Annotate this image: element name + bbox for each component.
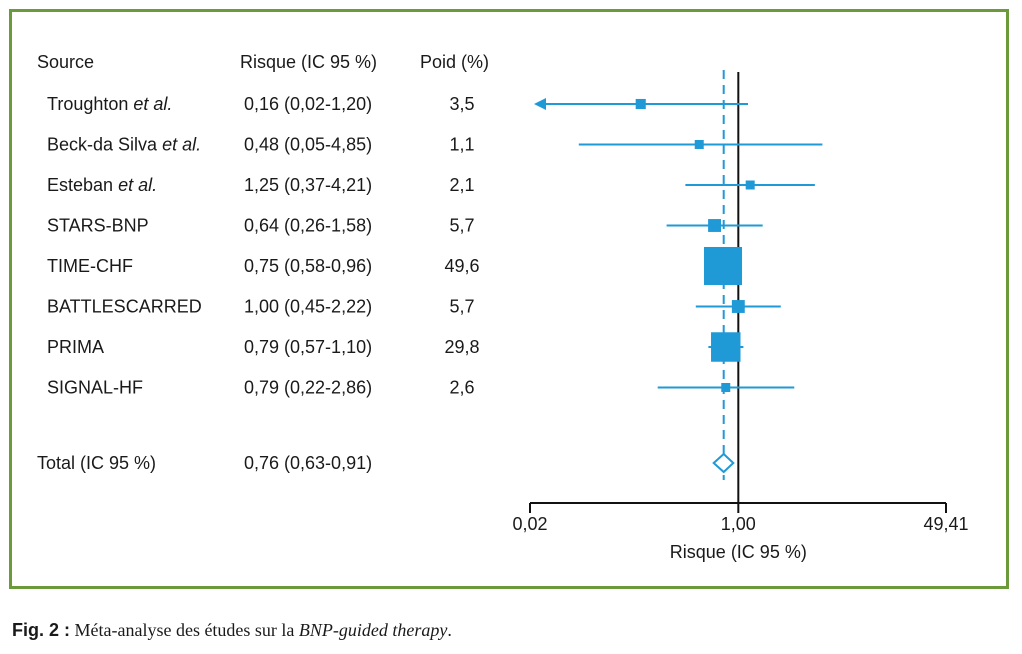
x-tick-label: 49,41 — [923, 514, 968, 534]
pooled-diamond — [712, 452, 735, 474]
total-risk: 0,76 (0,63-0,91) — [244, 453, 372, 473]
study-risk: 0,75 (0,58-0,96) — [244, 256, 372, 276]
study-name-suffix: et al. — [128, 94, 172, 114]
effect-square — [721, 383, 731, 392]
study-name: BATTLESCARRED — [47, 297, 202, 317]
study-risk: 0,16 (0,02-1,20) — [244, 94, 372, 114]
x-axis-label: Risque (IC 95 %) — [670, 542, 807, 562]
study-weight: 29,8 — [444, 337, 479, 357]
study-weight: 49,6 — [444, 256, 479, 276]
study-risk: 0,64 (0,26-1,58) — [244, 216, 372, 236]
study-weight: 3,5 — [449, 94, 474, 114]
figure-frame — [9, 9, 1009, 589]
effect-square — [711, 332, 741, 362]
study-name: STARS-BNP — [47, 216, 149, 236]
study-weight: 5,7 — [449, 216, 474, 236]
header-risk: Risque (IC 95 %) — [240, 52, 377, 72]
caption-label: Fig. 2 : — [12, 620, 70, 640]
caption-italic: BNP-guided therapy — [298, 620, 448, 640]
study-weight: 2,1 — [449, 175, 474, 195]
study-weight: 2,6 — [449, 378, 474, 398]
x-tick-label: 1,00 — [721, 514, 756, 534]
study-name: Esteban et al. — [47, 175, 157, 195]
study-risk: 0,79 (0,22-2,86) — [244, 378, 372, 398]
figure-caption: Fig. 2 : Méta-analyse des études sur la … — [12, 620, 452, 641]
x-tick-label: 0,02 — [512, 514, 547, 534]
study-risk: 1,25 (0,37-4,21) — [244, 175, 372, 195]
study-name-suffix: et al. — [157, 135, 201, 155]
effect-square — [694, 140, 704, 149]
study-name: SIGNAL-HF — [47, 378, 143, 398]
effect-square — [635, 98, 646, 110]
study-name-suffix: et al. — [113, 175, 157, 195]
study-name: Troughton et al. — [47, 94, 172, 114]
header-source: Source — [37, 52, 94, 72]
effect-square — [731, 300, 745, 313]
study-risk: 1,00 (0,45-2,22) — [244, 297, 372, 317]
study-name: Beck-da Silva et al. — [47, 135, 201, 155]
ci-arrow-left — [534, 98, 546, 110]
study-weight: 5,7 — [449, 297, 474, 317]
caption-end: . — [447, 620, 452, 640]
effect-square — [703, 246, 743, 286]
study-risk: 0,48 (0,05-4,85) — [244, 135, 372, 155]
effect-square — [745, 180, 755, 190]
study-name: TIME-CHF — [47, 256, 133, 276]
study-weight: 1,1 — [449, 135, 474, 155]
total-label: Total (IC 95 %) — [37, 453, 156, 473]
effect-square — [708, 219, 721, 232]
header-weight: Poid (%) — [420, 52, 489, 72]
study-risk: 0,79 (0,57-1,10) — [244, 337, 372, 357]
study-name: PRIMA — [47, 337, 104, 357]
caption-text: Méta-analyse des études sur la — [70, 620, 299, 640]
